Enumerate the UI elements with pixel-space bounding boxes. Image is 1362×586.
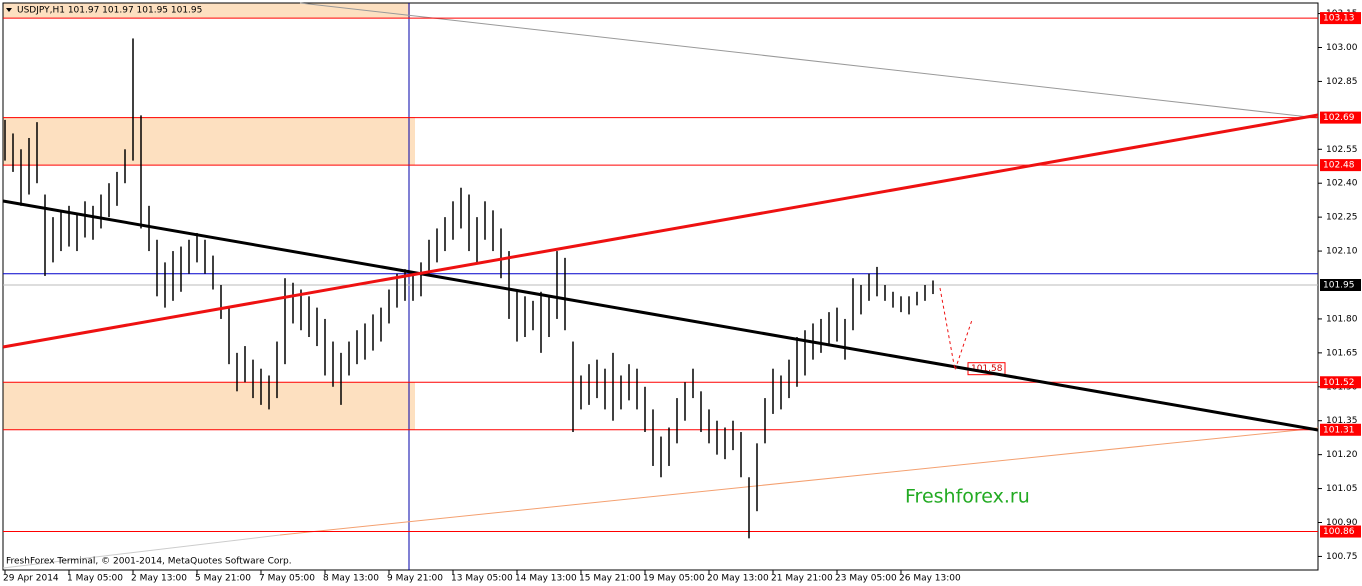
level-label: 102.48	[1323, 161, 1355, 171]
y-tick-label: 101.05	[1326, 484, 1358, 494]
level-label: 103.13	[1323, 14, 1355, 24]
level-label: 102.69	[1323, 113, 1355, 123]
zone	[3, 3, 410, 18]
x-tick-label: 20 May 13:00	[707, 574, 769, 584]
trend-line	[2, 113, 1319, 349]
level-label: 101.31	[1323, 425, 1355, 435]
x-tick-label: 14 May 13:00	[515, 574, 577, 584]
y-tick-label: 101.65	[1326, 348, 1358, 358]
y-tick-label: 102.10	[1326, 247, 1358, 257]
trend-line	[299, 2, 1319, 119]
level-tag	[1320, 423, 1361, 436]
level-tag	[1320, 12, 1361, 25]
trend-line	[2, 534, 281, 569]
copyright: FreshForex Terminal, © 2001-2014, MetaQu…	[6, 557, 292, 567]
trend-line	[279, 427, 1319, 536]
x-tick-label: 9 May 21:00	[387, 574, 443, 584]
x-tick-label: 21 May 21:00	[771, 574, 833, 584]
x-tick-label: 15 May 21:00	[579, 574, 641, 584]
plot-frame	[2, 2, 1319, 571]
y-tick-label: 102.40	[1326, 179, 1358, 189]
price-axis: 100.75100.90101.05101.20101.35101.50101.…	[1318, 9, 1361, 562]
x-tick-label: 19 May 05:00	[643, 574, 705, 584]
y-tick-label: 101.20	[1326, 450, 1358, 460]
chart-title: USDJPY,H1 101.97 101.97 101.95 101.95	[17, 6, 202, 16]
y-tick-label: 102.25	[1326, 213, 1358, 223]
x-tick-label: 26 May 13:00	[899, 574, 961, 584]
zone	[3, 382, 415, 430]
x-tick-label: 7 May 05:00	[259, 574, 315, 584]
x-tick-label: 29 Apr 2014	[3, 574, 59, 584]
x-tick-label: 13 May 05:00	[451, 574, 513, 584]
x-tick-label: 1 May 05:00	[67, 574, 123, 584]
watermark: Freshforex.ru	[905, 486, 1030, 508]
level-tag	[1320, 159, 1361, 172]
y-tick-label: 103.00	[1326, 43, 1358, 53]
x-tick-label: 5 May 21:00	[195, 574, 251, 584]
price-bars	[4, 38, 934, 539]
trend-line	[2, 199, 1319, 432]
y-tick-label: 102.85	[1326, 77, 1358, 87]
x-tick-label: 8 May 13:00	[323, 574, 379, 584]
x-tick-label: 2 May 13:00	[131, 574, 187, 584]
time-axis: 29 Apr 2014 1 May 05:00 2 May 13:00 5 May 2…	[3, 570, 961, 584]
bid-label: 101.95	[1323, 281, 1355, 291]
level-label: 100.86	[1323, 527, 1355, 537]
y-tick-label: 100.90	[1326, 518, 1358, 528]
menu-arrow	[6, 8, 12, 12]
zone	[3, 117, 415, 165]
bid-tag	[1320, 279, 1361, 291]
y-tick-label: 101.35	[1326, 416, 1358, 426]
y-tick-label: 100.75	[1326, 552, 1358, 562]
x-tick-label: 23 May 05:00	[835, 574, 897, 584]
level-label: 101.52	[1323, 378, 1355, 388]
level-tag	[1320, 525, 1361, 538]
y-tick-label: 101.80	[1326, 314, 1358, 324]
level-tag	[1320, 376, 1361, 389]
level-tag	[1320, 111, 1361, 124]
zones	[3, 3, 415, 430]
annotation: 101.58	[971, 364, 1003, 374]
y-tick-label: 102.55	[1326, 145, 1358, 155]
